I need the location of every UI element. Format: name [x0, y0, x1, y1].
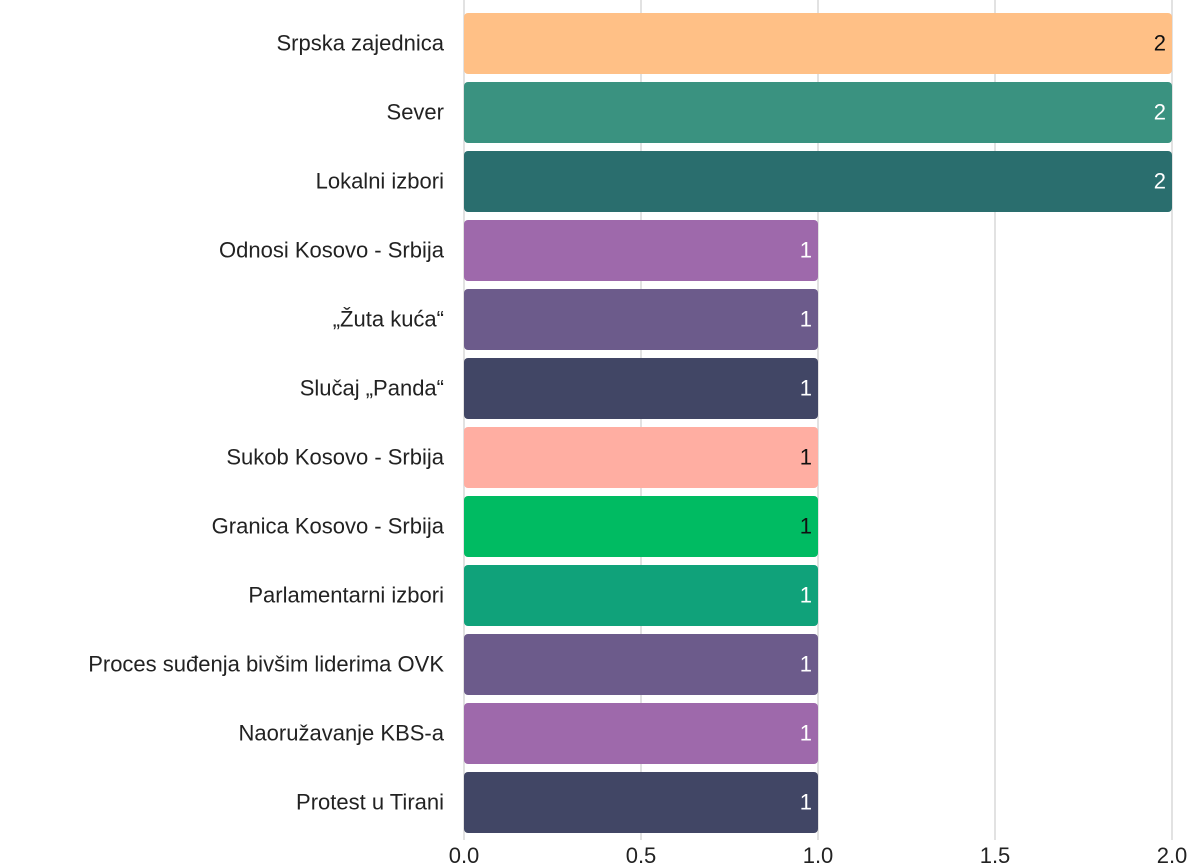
y-tick-label: Granica Kosovo - Srbija	[212, 513, 445, 538]
y-tick-label: Lokalni izbori	[316, 168, 444, 193]
bar	[464, 496, 818, 557]
bar	[464, 427, 818, 488]
value-label: 2	[1154, 99, 1166, 124]
y-tick-label: Parlamentarni izbori	[248, 582, 444, 607]
bar	[464, 289, 818, 350]
value-label: 1	[800, 306, 812, 331]
bar	[464, 220, 818, 281]
y-tick-label: Protest u Tirani	[296, 789, 444, 814]
x-tick-label: 1.5	[980, 843, 1011, 867]
y-tick-label: Srpska zajednica	[276, 30, 444, 55]
y-tick-label: „Žuta kuća“	[333, 306, 444, 331]
x-tick-label: 0.0	[449, 843, 480, 867]
bar	[464, 634, 818, 695]
value-label: 1	[800, 375, 812, 400]
bar	[464, 151, 1172, 212]
value-label: 1	[800, 789, 812, 814]
value-label: 1	[800, 444, 812, 469]
value-label: 2	[1154, 30, 1166, 55]
y-tick-label: Sukob Kosovo - Srbija	[226, 444, 444, 469]
x-tick-label: 1.0	[803, 843, 834, 867]
bar	[464, 772, 818, 833]
y-tick-label: Proces suđenja bivšim liderima OVK	[88, 651, 444, 676]
bar	[464, 358, 818, 419]
x-tick-label: 0.5	[626, 843, 657, 867]
bar	[464, 703, 818, 764]
y-tick-label: Odnosi Kosovo - Srbija	[219, 237, 445, 262]
value-label: 1	[800, 720, 812, 745]
value-label: 2	[1154, 168, 1166, 193]
value-label: 1	[800, 237, 812, 262]
bar	[464, 13, 1172, 74]
y-tick-label: Sever	[387, 99, 444, 124]
bar	[464, 82, 1172, 143]
x-tick-label: 2.0	[1157, 843, 1188, 867]
y-tick-label: Naoružavanje KBS-a	[239, 720, 445, 745]
y-tick-label: Slučaj „Panda“	[300, 375, 444, 400]
value-label: 1	[800, 513, 812, 538]
value-label: 1	[800, 582, 812, 607]
bar	[464, 565, 818, 626]
value-label: 1	[800, 651, 812, 676]
